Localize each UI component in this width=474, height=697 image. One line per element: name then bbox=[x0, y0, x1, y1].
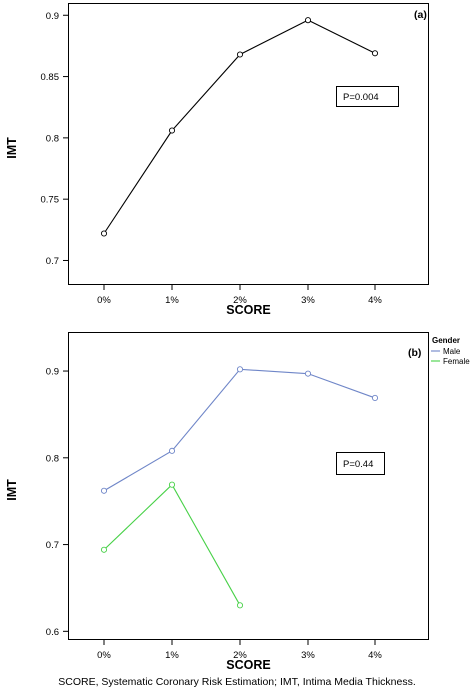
series-line-male bbox=[103, 368, 376, 492]
x-axis-title: SCORE bbox=[226, 303, 270, 317]
x-tick-label: 4% bbox=[368, 295, 382, 306]
y-tick-label: 0.9 bbox=[46, 11, 59, 22]
p-value-box bbox=[336, 452, 385, 475]
plot-frame bbox=[68, 3, 429, 285]
data-point bbox=[100, 546, 108, 553]
x-axis-title: SCORE bbox=[226, 658, 270, 672]
data-point bbox=[371, 394, 379, 401]
data-point bbox=[236, 51, 244, 58]
x-tick-label: 4% bbox=[368, 650, 382, 661]
data-point bbox=[168, 481, 176, 488]
y-tick-label: 0.8 bbox=[46, 133, 59, 144]
data-point bbox=[100, 487, 108, 494]
y-axis-title: IMT bbox=[5, 479, 19, 501]
x-tick-label: 0% bbox=[97, 650, 111, 661]
x-tick-label: 3% bbox=[301, 295, 315, 306]
y-axis-title: IMT bbox=[5, 137, 19, 159]
y-tick-label: 0.7 bbox=[46, 256, 59, 267]
p-value-annotation: P=0.44 bbox=[343, 459, 373, 470]
legend-title: Gender bbox=[432, 336, 460, 345]
x-tick-label: 1% bbox=[165, 650, 179, 661]
data-point bbox=[168, 447, 176, 454]
panel-label: (b) bbox=[408, 347, 421, 359]
legend-entry-female: Female bbox=[443, 357, 470, 366]
y-tick-label: 0.8 bbox=[46, 453, 59, 464]
x-tick-label: 2% bbox=[233, 295, 247, 306]
y-tick-label: 0.6 bbox=[46, 627, 59, 638]
y-tick-label: 0.75 bbox=[41, 195, 60, 206]
data-point bbox=[236, 366, 244, 373]
panel-label: (a) bbox=[414, 9, 427, 21]
figure-caption: SCORE, Systematic Coronary Risk Estimati… bbox=[58, 676, 416, 688]
p-value-box bbox=[336, 86, 399, 107]
data-point bbox=[371, 50, 379, 57]
figure: 0.7 0.75 0.8 0.85 0.9 0% 1% 2% 3% 4% SCORE IMT (a) P=… bbox=[5, 3, 470, 672]
p-value-annotation: P=0.004 bbox=[343, 92, 379, 103]
plot-frame bbox=[68, 332, 429, 640]
y-tick-label: 0.7 bbox=[46, 540, 59, 551]
data-point bbox=[304, 17, 312, 24]
x-tick-label: 2% bbox=[233, 650, 247, 661]
x-tick-label: 3% bbox=[301, 650, 315, 661]
y-tick-label: 0.85 bbox=[41, 72, 60, 83]
data-point bbox=[304, 370, 312, 377]
y-tick-label: 0.9 bbox=[46, 367, 59, 378]
x-tick-label: 0% bbox=[97, 295, 111, 306]
data-point bbox=[236, 602, 244, 609]
data-point bbox=[100, 230, 108, 237]
series-line-female bbox=[103, 483, 241, 606]
data-point bbox=[168, 127, 176, 134]
x-tick-label: 1% bbox=[165, 295, 179, 306]
legend-entry-male: Male bbox=[443, 347, 461, 356]
